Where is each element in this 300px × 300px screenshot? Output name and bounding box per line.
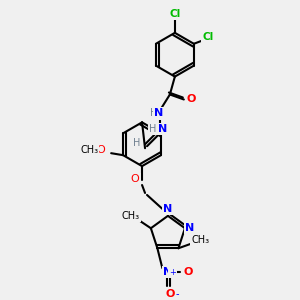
Text: N: N — [163, 267, 172, 277]
Text: H: H — [134, 138, 141, 148]
Text: +: + — [169, 268, 176, 277]
Text: O: O — [166, 289, 175, 299]
Text: N: N — [158, 124, 168, 134]
Text: O: O — [97, 145, 106, 155]
Text: H: H — [149, 124, 157, 134]
Text: CH₃: CH₃ — [191, 235, 209, 245]
Text: CH₃: CH₃ — [80, 145, 98, 155]
Text: O: O — [131, 174, 140, 184]
Text: Cl: Cl — [169, 9, 181, 19]
Text: N: N — [185, 223, 194, 233]
Text: N: N — [163, 204, 172, 214]
Text: N: N — [154, 108, 164, 118]
Text: CH₃: CH₃ — [122, 211, 140, 221]
Text: O: O — [184, 267, 193, 277]
Text: O: O — [186, 94, 196, 104]
Text: H: H — [150, 108, 158, 118]
Text: -: - — [176, 289, 179, 299]
Text: Cl: Cl — [202, 32, 213, 42]
